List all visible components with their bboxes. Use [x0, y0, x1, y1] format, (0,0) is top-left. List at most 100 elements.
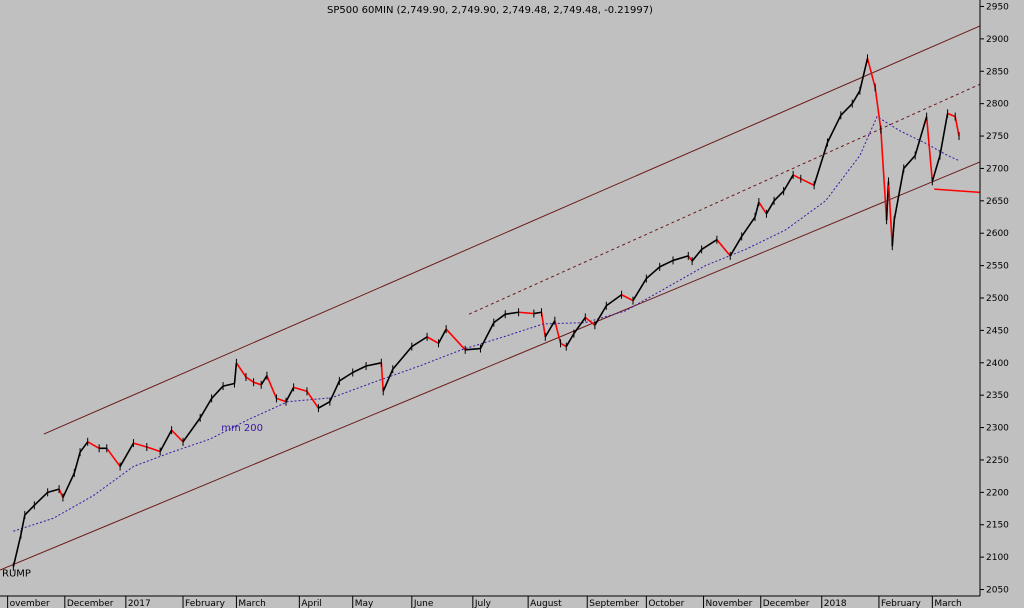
- price-segment: [505, 311, 519, 315]
- price-segment: [365, 362, 382, 367]
- x-tick-label: December: [763, 599, 810, 608]
- y-tick-label: 2150: [986, 521, 1009, 531]
- price-segment: [253, 381, 262, 386]
- rump-label: RUMP: [2, 569, 31, 580]
- x-tick-label: December: [67, 599, 114, 608]
- price-segment: [792, 174, 802, 180]
- price-segment: [729, 236, 743, 257]
- price-segment: [24, 504, 35, 516]
- price-segment: [58, 488, 64, 498]
- price-segment: [866, 58, 876, 88]
- price-segment: [758, 201, 768, 215]
- price-segment: [891, 220, 896, 247]
- trend-line: [0, 161, 981, 571]
- price-segment: [382, 368, 394, 392]
- price-segment: [79, 441, 89, 453]
- price-segment: [211, 385, 224, 399]
- price-segment: [293, 386, 308, 393]
- price-segment: [392, 346, 413, 370]
- price-segment: [411, 336, 428, 348]
- y-tick-label: 2350: [986, 391, 1009, 401]
- price-segment: [947, 112, 956, 118]
- x-tick-label: February: [185, 599, 226, 608]
- price-segment: [701, 239, 718, 251]
- price-segment: [182, 417, 201, 443]
- price-segment: [605, 294, 623, 307]
- price-segment: [540, 312, 547, 337]
- price-segment: [687, 255, 693, 262]
- x-tick-label: October: [648, 599, 684, 608]
- price-segment: [106, 447, 121, 467]
- y-tick-label: 2300: [986, 424, 1009, 434]
- chart-title: SP500 60MIN (2,749.90, 2,749.90, 2,749.4…: [327, 5, 653, 16]
- y-tick-label: 2400: [986, 359, 1009, 369]
- price-segment: [285, 387, 295, 403]
- price-segment: [47, 488, 60, 494]
- x-tick-label: November: [706, 599, 753, 608]
- price-segment: [87, 441, 100, 449]
- x-tick-label: ovember: [10, 599, 50, 608]
- price-segment: [479, 322, 495, 349]
- price-segment: [954, 116, 960, 137]
- price-segment: [659, 259, 674, 268]
- price-segment: [245, 376, 255, 383]
- y-tick-label: 2800: [986, 100, 1009, 110]
- price-segment: [560, 342, 567, 348]
- price-segment: [437, 328, 447, 344]
- y-tick-label: 2050: [986, 586, 1009, 596]
- y-tick-label: 2750: [986, 132, 1009, 142]
- x-tick-label: 2018: [824, 599, 847, 608]
- price-segment: [931, 155, 941, 182]
- y-tick-label: 2650: [986, 197, 1009, 207]
- price-segment: [260, 375, 268, 386]
- trend-line: [934, 188, 981, 194]
- trend-line: [43, 25, 981, 435]
- price-segment: [318, 400, 331, 409]
- price-segment: [533, 311, 542, 315]
- y-tick-label: 2250: [986, 456, 1009, 466]
- price-segment: [914, 116, 928, 156]
- price-segment: [584, 316, 596, 326]
- x-tick-label: April: [301, 599, 322, 608]
- price-segment: [352, 365, 367, 374]
- price-segment: [800, 178, 815, 186]
- price-segment: [12, 534, 22, 568]
- price-segment: [465, 347, 481, 351]
- price-segment: [741, 216, 756, 237]
- price-segment: [445, 328, 466, 351]
- price-segment: [306, 390, 320, 409]
- price-segment: [62, 472, 76, 498]
- price-segment: [266, 375, 278, 399]
- price-segment: [826, 114, 842, 143]
- price-segment: [925, 116, 934, 182]
- price-segment: [840, 103, 853, 116]
- price-segment: [573, 316, 586, 335]
- price-segment: [159, 429, 173, 452]
- price-segment: [133, 442, 148, 448]
- price-segment: [518, 311, 534, 315]
- mm200-label: mm 200: [221, 423, 263, 434]
- price-segment: [544, 320, 556, 338]
- x-tick-label: March: [238, 599, 265, 608]
- price-segment: [632, 278, 648, 302]
- price-segment: [338, 371, 354, 382]
- x-tick-label: July: [474, 599, 492, 608]
- y-tick-label: 2850: [986, 67, 1009, 77]
- price-segment: [554, 320, 562, 344]
- price-segment: [493, 313, 506, 324]
- price-segment: [716, 239, 731, 257]
- price-segment: [565, 333, 575, 347]
- x-tick-label: September: [589, 599, 639, 608]
- price-segment: [329, 380, 341, 402]
- price-segment: [146, 446, 161, 453]
- price-segment: [621, 294, 634, 302]
- price-segment: [380, 362, 385, 392]
- price-segment: [222, 382, 235, 387]
- y-tick-label: 2450: [986, 326, 1009, 336]
- price-segment: [813, 142, 829, 186]
- price-segment: [73, 451, 81, 474]
- price-segment: [594, 305, 607, 326]
- y-tick-label: 2200: [986, 488, 1009, 498]
- price-segment: [426, 336, 439, 345]
